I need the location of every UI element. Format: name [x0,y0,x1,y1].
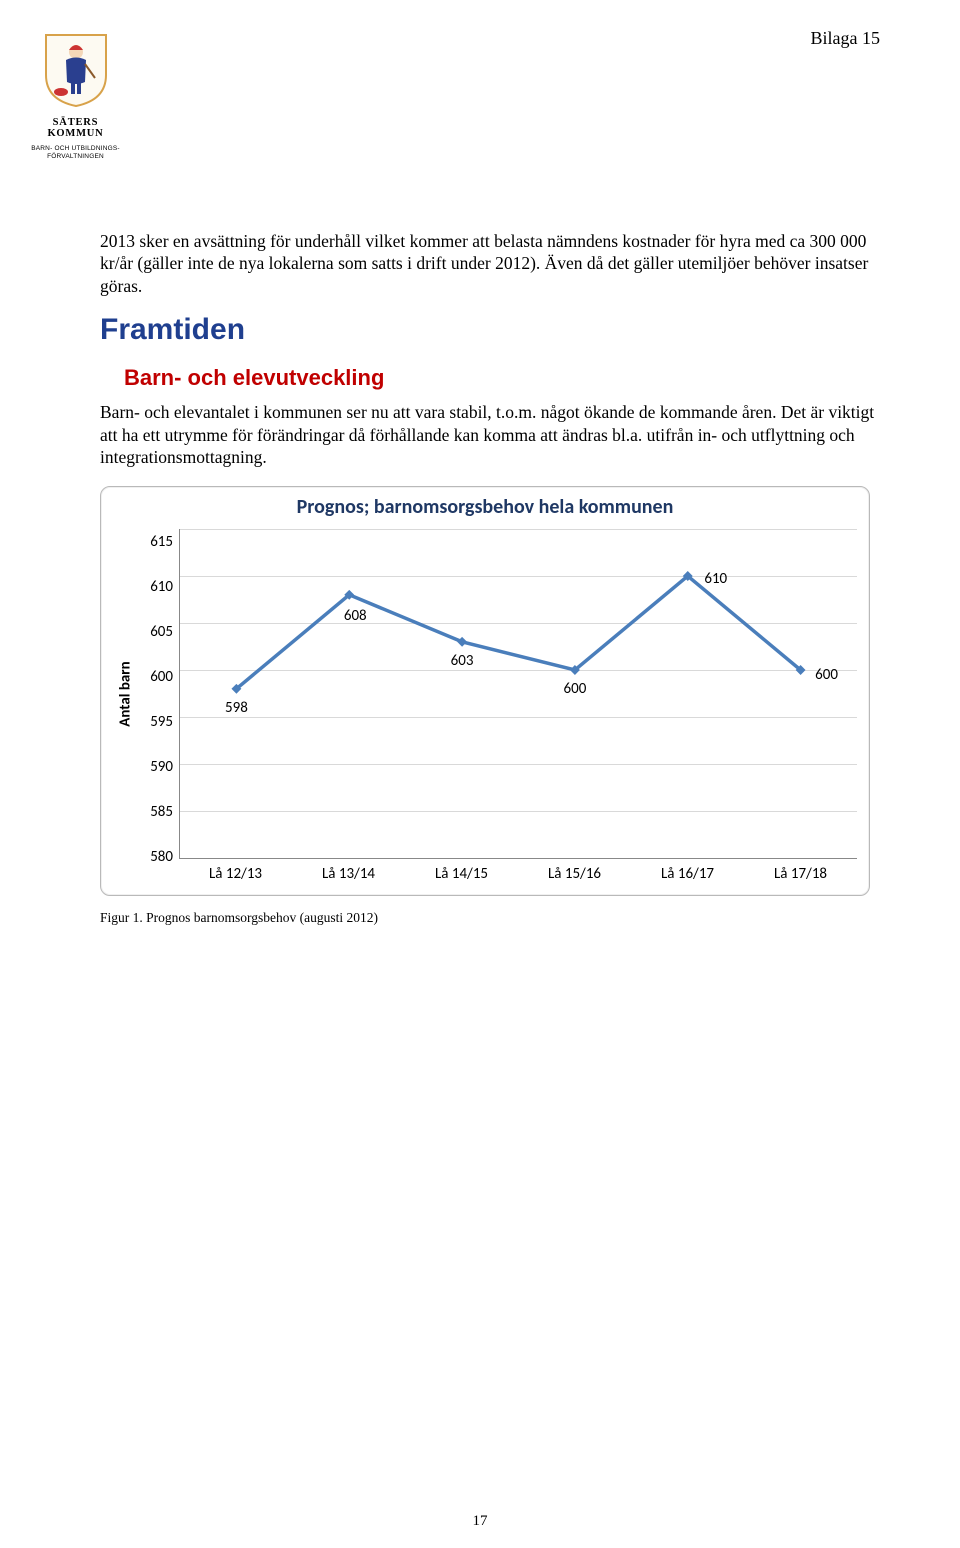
chart-body: Antal barn 615610605600595590585580 5986… [113,529,857,859]
data-label: 603 [451,652,474,670]
data-label: 598 [225,699,248,717]
y-axis-ticks: 615610605600595590585580 [139,529,179,859]
x-tick: Lå 16/17 [631,865,744,883]
paragraph-body: Barn- och elevantalet i kommunen ser nu … [100,401,880,468]
figure-caption: Figur 1. Prognos barnomsorgsbehov (augus… [100,910,880,926]
x-tick: Lå 14/15 [405,865,518,883]
page-content: 2013 sker en avsättning för underhåll vi… [100,230,880,926]
chart-container: Prognos; barnomsorgsbehov hela kommunen … [100,486,870,896]
y-tick: 610 [139,580,173,595]
data-label: 600 [564,680,587,698]
paragraph-intro: 2013 sker en avsättning för underhåll vi… [100,230,880,297]
heading-barn-elev: Barn- och elevutveckling [124,365,880,391]
y-tick: 600 [139,670,173,685]
data-label: 600 [815,666,838,684]
chart-title: Prognos; barnomsorgsbehov hela kommunen [113,495,857,519]
y-tick: 615 [139,535,173,550]
municipality-logo: SÄTERS KOMMUN BARN- OCH UTBILDNINGS-FÖRV… [28,30,123,161]
y-axis-label-wrap: Antal barn [113,529,139,859]
data-label: 610 [704,570,727,588]
data-label: 608 [344,607,367,625]
y-tick: 595 [139,715,173,730]
y-tick: 585 [139,805,173,820]
annex-label: Bilaga 15 [811,28,881,49]
x-tick: Lå 13/14 [292,865,405,883]
shield-icon [41,30,111,108]
y-tick: 605 [139,625,173,640]
page-number: 17 [0,1513,960,1530]
plot-area: 598 608 603 600 610 600 [179,529,857,859]
heading-framtiden: Framtiden [100,313,880,347]
logo-name: SÄTERS KOMMUN [28,117,123,139]
x-tick: Lå 12/13 [179,865,292,883]
x-tick: Lå 15/16 [518,865,631,883]
x-tick: Lå 17/18 [744,865,857,883]
y-tick: 590 [139,760,173,775]
x-axis-ticks: Lå 12/13Lå 13/14Lå 14/15Lå 15/16Lå 16/17… [179,865,857,883]
logo-subtitle: BARN- OCH UTBILDNINGS-FÖRVALTNINGEN [28,145,123,161]
y-tick: 580 [139,850,173,865]
line-series [180,529,857,858]
y-axis-label: Antal barn [117,662,135,727]
